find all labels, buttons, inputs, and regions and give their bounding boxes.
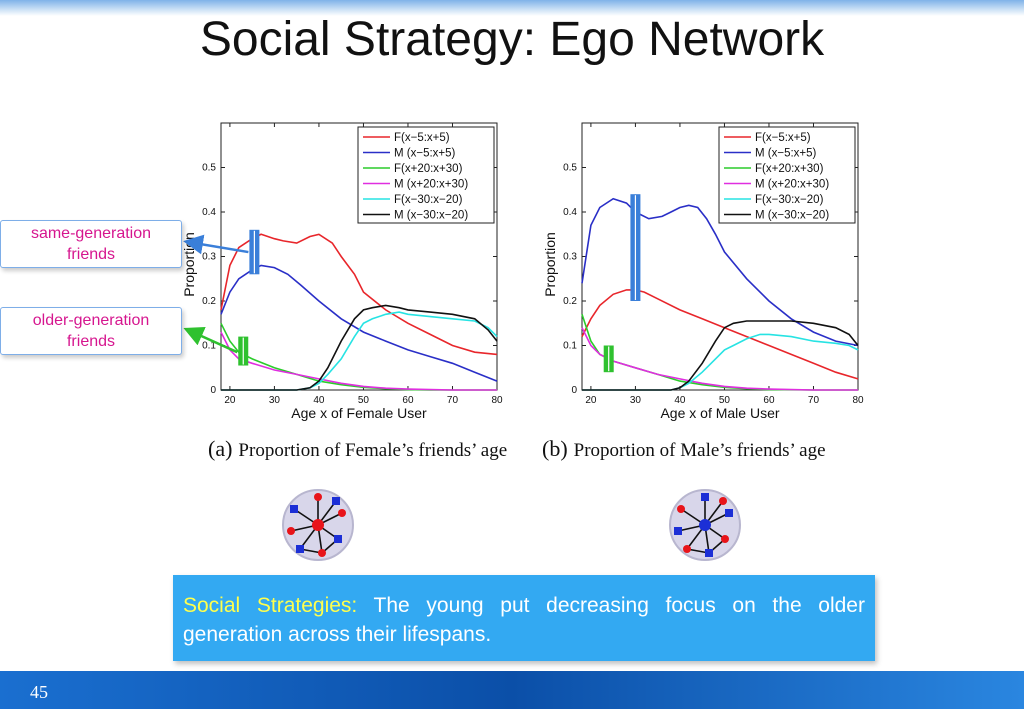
annotation-overlays <box>183 194 641 373</box>
x-tick-label: 50 <box>719 395 731 406</box>
series-line-1 <box>581 197 859 347</box>
x-tick-label: 30 <box>269 395 281 406</box>
legend-entry: M (x+20:x+30) <box>394 179 468 191</box>
ego-node-male <box>332 497 340 505</box>
legend-entry: M (x+20:x+30) <box>755 179 829 191</box>
legend-entry: M (x−5:x+5) <box>394 148 456 160</box>
x-tick-label: 30 <box>630 395 642 406</box>
caption-male-label: (b) <box>542 436 568 461</box>
callout-older-line2: friends <box>66 333 116 350</box>
legend-entry: F(x−5:x+5) <box>755 132 811 144</box>
y-tick-label: 0.3 <box>563 252 577 263</box>
series-line-5 <box>582 320 859 391</box>
strategy-text: The young put decreasing focus on the ol… <box>183 594 865 646</box>
caption-male: (b) Proportion of Male’s friends’ age <box>542 436 826 462</box>
callout-same-line1: same-generation <box>30 225 152 242</box>
y-tick-label: 0.5 <box>563 163 577 174</box>
ego-node-female <box>338 509 346 517</box>
x-tick-label: 70 <box>808 395 820 406</box>
legend-entry: F(x+20:x+30) <box>394 163 463 175</box>
female-ego-network-icon <box>282 489 354 561</box>
series-line-3 <box>581 327 858 391</box>
ego-node-male <box>334 535 342 543</box>
ego-node-female <box>318 549 326 557</box>
series-line-5 <box>221 304 498 391</box>
top-band <box>0 0 1024 16</box>
same-gen-arrow <box>183 234 249 255</box>
male-chart: 20 30 40 50 60 70 80 0 0.1 0.2 0.3 0.4 0.5 Age x of M… <box>542 122 864 421</box>
strategy-heading: Social Strategies: <box>183 594 358 617</box>
legend-entry: M (x−5:x+5) <box>755 148 817 160</box>
legend-box <box>718 126 856 224</box>
x-tick-label: 20 <box>224 395 236 406</box>
female-chart: 20 30 40 50 60 70 80 0 0.1 0.2 0.3 0.4 0.5 Age x of F… <box>181 122 503 421</box>
page-number: 45 <box>30 682 48 702</box>
series-line-1 <box>220 264 498 382</box>
male-ego-network-icon <box>669 489 741 561</box>
legend-entry: F(x−5:x+5) <box>394 132 450 144</box>
ego-node-female <box>287 527 295 535</box>
x-tick-label: 60 <box>763 395 775 406</box>
y-tick-label: 0.4 <box>563 207 577 218</box>
ego-node-female <box>677 505 685 513</box>
y-tick-label: 0.4 <box>202 207 216 218</box>
callout-older-line1: older-generation <box>32 312 150 329</box>
callout-same-generation: same-generation friends <box>0 220 182 268</box>
x-axis-label: Age x of Female User <box>291 405 427 421</box>
y-tick-label: 0 <box>210 385 216 396</box>
y-tick-label: 0 <box>571 385 577 396</box>
y-axis-label: Proportion <box>542 232 558 297</box>
ego-hub <box>312 519 324 531</box>
social-strategies-box: Social Strategies: The young put decreas… <box>173 575 875 661</box>
x-tick-label: 40 <box>674 395 686 406</box>
x-tick-label: 40 <box>313 395 325 406</box>
y-tick-label: 0.1 <box>202 341 216 352</box>
ego-node-female <box>721 535 729 543</box>
callout-same-line2: friends <box>66 246 116 263</box>
y-tick-label: 0.2 <box>563 296 577 307</box>
legend-entry: F(x−30:x−20) <box>755 194 824 206</box>
ego-node-male <box>296 545 304 553</box>
legend-entry: M (x−30:x−20) <box>394 210 468 222</box>
caption-male-text: Proportion of Male’s friends’ age <box>573 440 826 461</box>
legend-entry: F(x+20:x+30) <box>755 163 824 175</box>
y-tick-label: 0.1 <box>563 341 577 352</box>
caption-female-text: Proportion of Female’s friends’ age <box>238 440 508 461</box>
ego-node-female <box>719 497 727 505</box>
x-tick-label: 50 <box>358 395 370 406</box>
ego-node-female <box>314 493 322 501</box>
x-tick-label: 70 <box>447 395 459 406</box>
older-gen-arrow <box>183 327 238 354</box>
y-tick-label: 0.5 <box>202 163 216 174</box>
ego-node-male <box>290 505 298 513</box>
legend-box <box>357 126 495 224</box>
ego-node-male <box>705 549 713 557</box>
y-tick-label: 0.3 <box>202 252 216 263</box>
y-tick-label: 0.2 <box>202 296 216 307</box>
legend-entry: M (x−30:x−20) <box>755 210 829 222</box>
ego-node-female <box>683 545 691 553</box>
legend-entry: F(x−30:x−20) <box>394 194 463 206</box>
bottom-band <box>0 671 1024 709</box>
ego-node-male <box>725 509 733 517</box>
x-tick-label: 60 <box>402 395 414 406</box>
ego-hub <box>699 519 711 531</box>
caption-female: (a) Proportion of Female’s friends’ age <box>208 436 507 462</box>
caption-female-label: (a) <box>208 436 233 461</box>
page-title: Social Strategy: Ego Network <box>199 13 825 66</box>
ego-node-male <box>701 493 709 501</box>
callout-older-generation: older-generation friends <box>0 307 182 355</box>
x-tick-label: 20 <box>585 395 597 406</box>
x-axis-label: Age x of Male User <box>660 405 779 421</box>
series-line-0 <box>581 289 859 380</box>
x-tick-label: 80 <box>852 395 864 406</box>
x-tick-label: 80 <box>491 395 503 406</box>
ego-node-male <box>674 527 682 535</box>
